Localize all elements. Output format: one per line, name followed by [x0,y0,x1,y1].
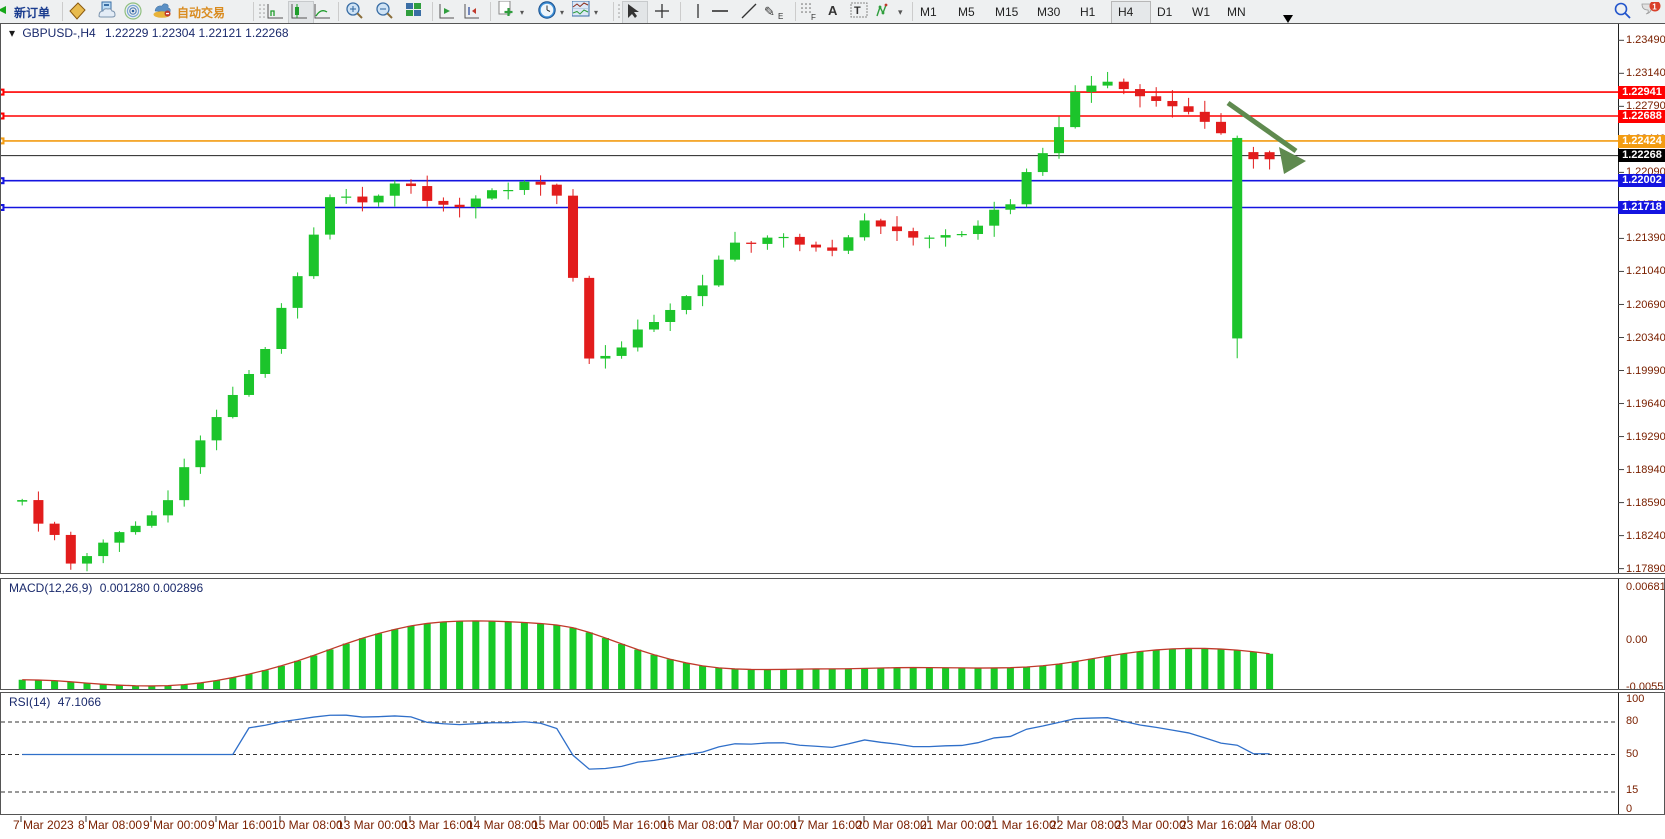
svg-text:E: E [778,12,783,21]
svg-text:✎: ✎ [764,4,775,19]
svg-text:1: 1 [1652,3,1657,12]
svg-text:T: T [854,5,861,17]
svg-text:F: F [811,13,816,22]
